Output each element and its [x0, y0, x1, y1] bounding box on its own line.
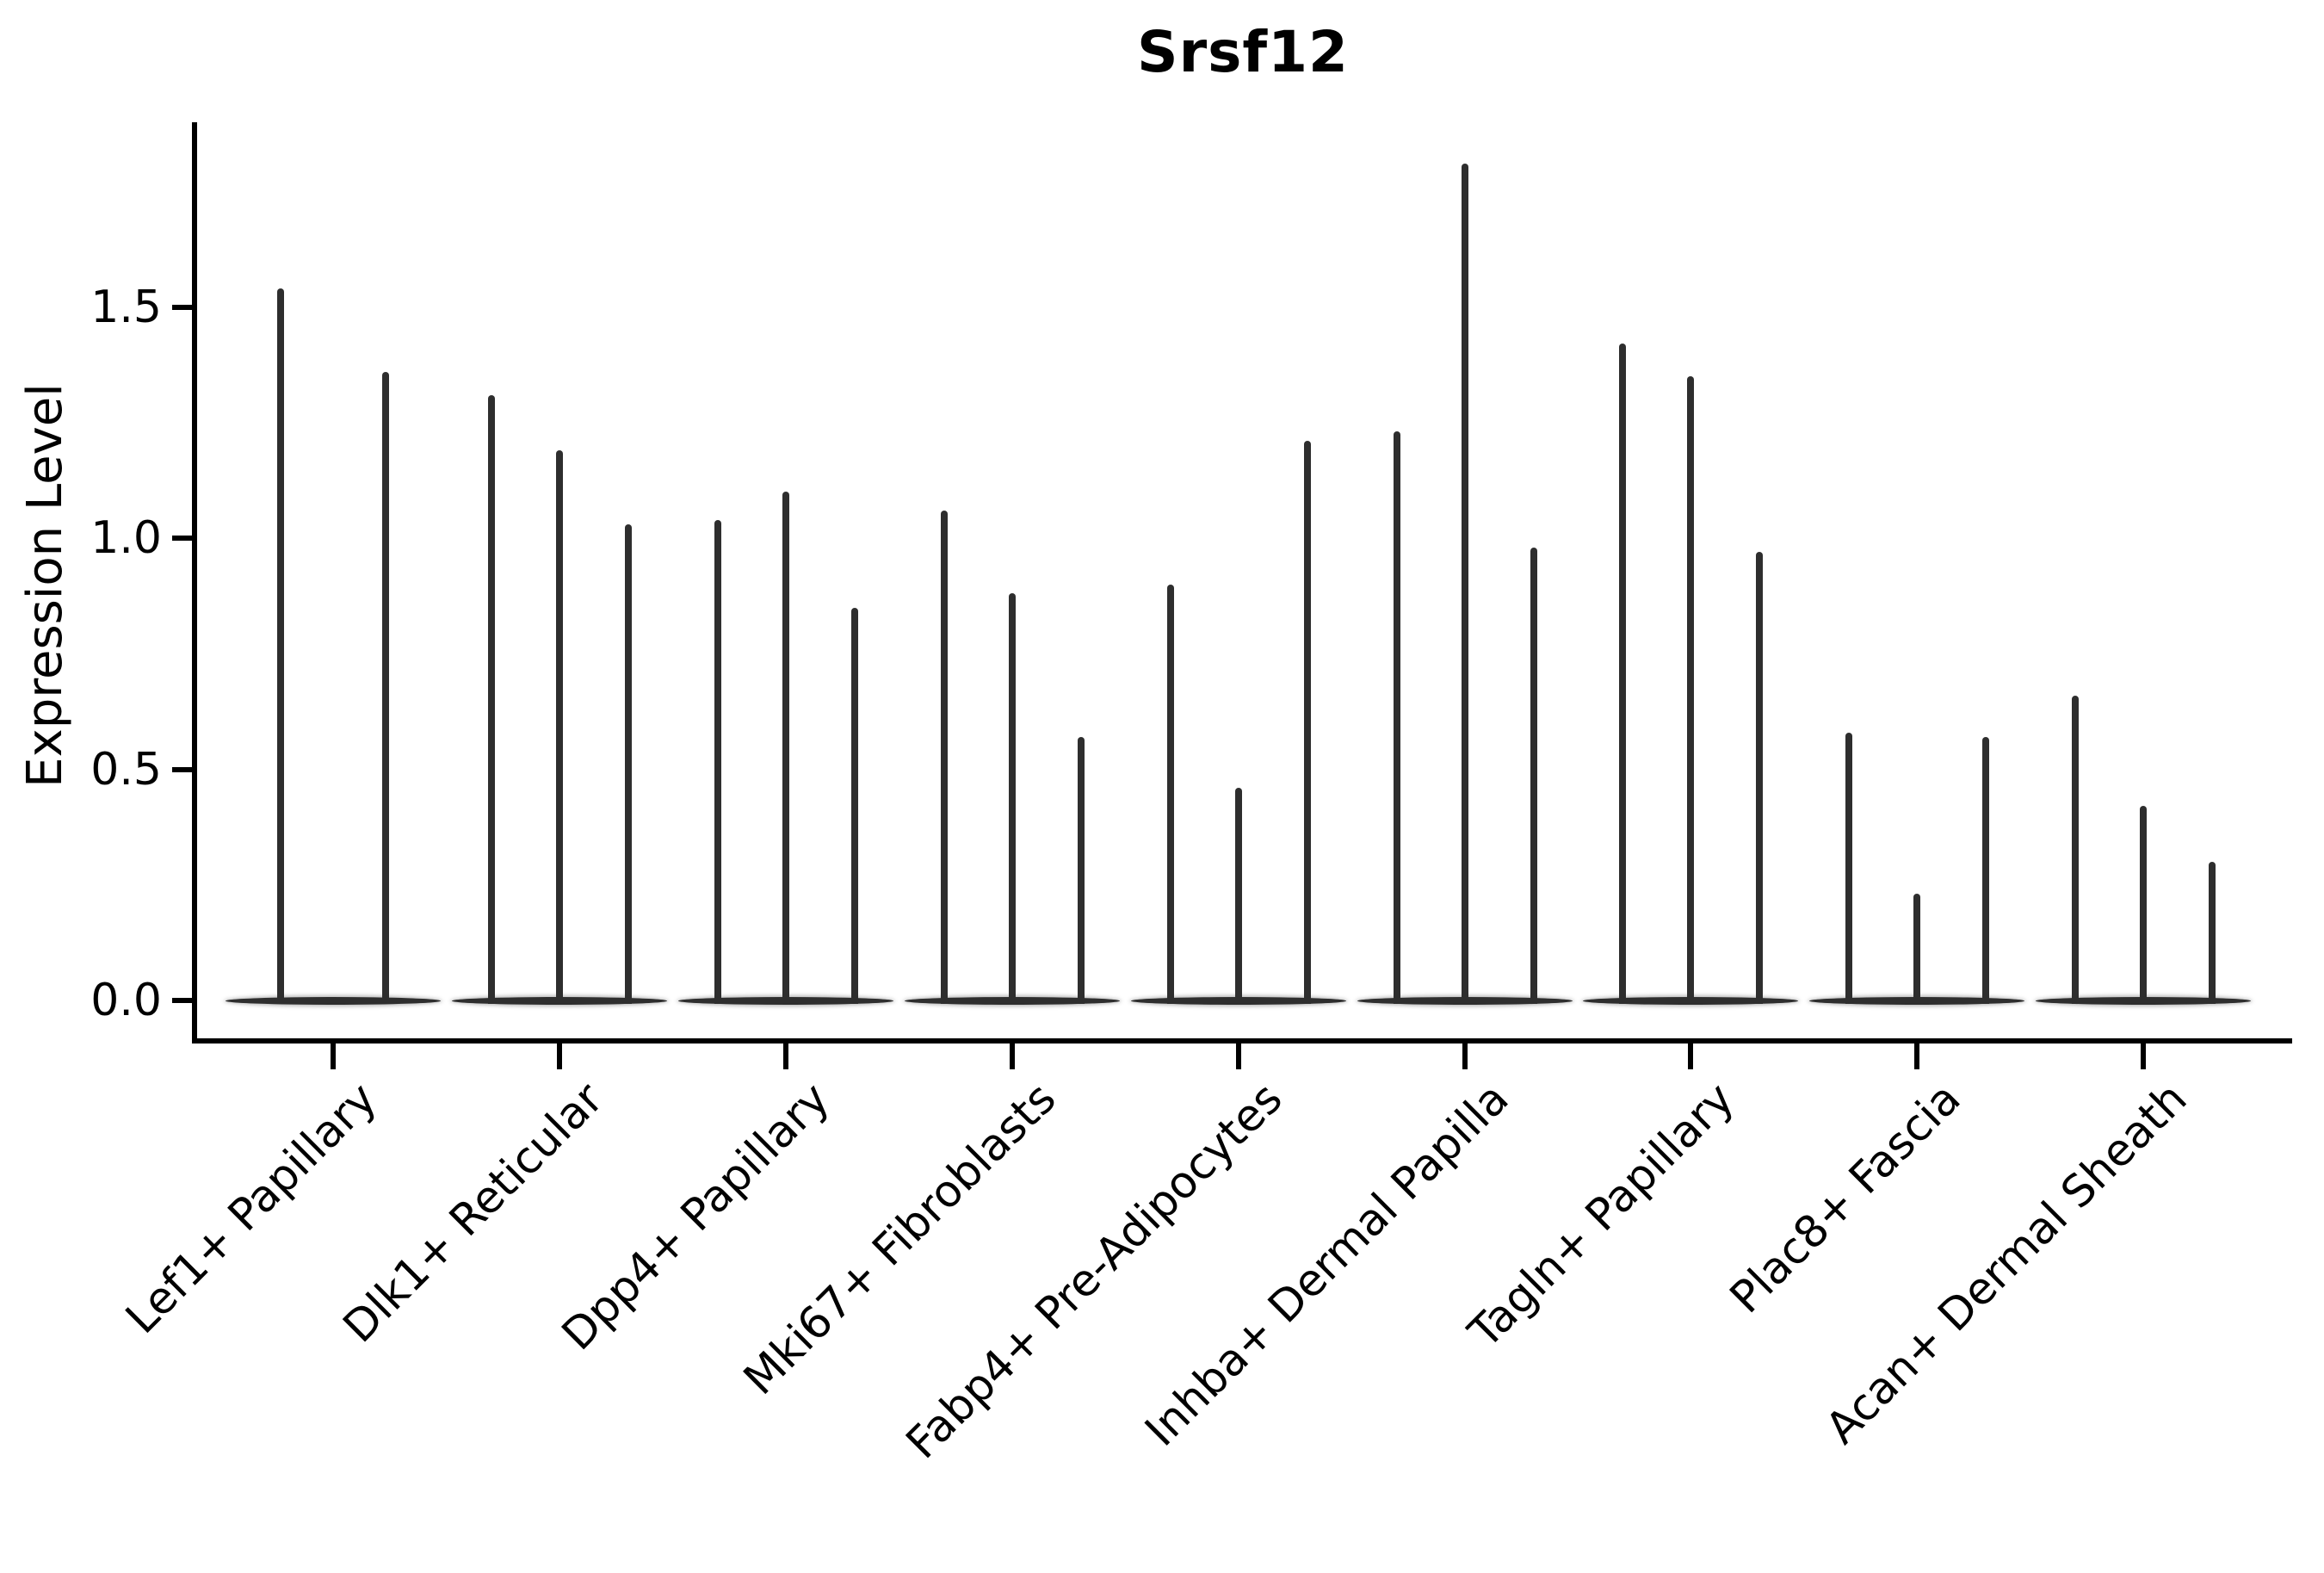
violin-spike [1687, 376, 1695, 1004]
x-tick-label: Inhba+ Dermal Papilla [1135, 1073, 1518, 1457]
violin-spike [555, 449, 563, 1004]
violin-spike [1303, 441, 1311, 1004]
violin-spike [1530, 547, 1537, 1004]
violin-spike [1234, 787, 1242, 1004]
x-tick [1688, 1044, 1694, 1069]
x-tick-label: Tagln+ Papillary [1460, 1073, 1745, 1359]
violin-spike [382, 371, 389, 1004]
y-tick-label: 1.5 [90, 281, 162, 333]
y-tick-label: 0.0 [90, 975, 162, 1026]
violin-spike [850, 607, 858, 1004]
y-tick [172, 998, 195, 1003]
violin-spike [1008, 593, 1016, 1004]
violin-spike [714, 519, 721, 1004]
x-axis-spine [192, 1038, 2292, 1044]
y-tick-label: 1.0 [90, 512, 162, 564]
x-tick-label: Dlk1+ Reticular [333, 1073, 614, 1353]
x-tick-label: Acan+ Dermal Sheath [1816, 1073, 2197, 1454]
x-tick-label: Fabp4+ Pre-Adipocytes [896, 1073, 1293, 1470]
violin-spike [940, 510, 948, 1004]
violin-spike [1077, 736, 1085, 1004]
violin-spike [1461, 164, 1468, 1004]
violin-spike [277, 288, 284, 1004]
violin-spike [624, 523, 632, 1004]
x-tick [556, 1044, 562, 1069]
x-tick-label: Plac8+ Fascia [1721, 1073, 1971, 1324]
x-tick [1235, 1044, 1241, 1069]
x-tick [782, 1044, 788, 1069]
violin-spike [1166, 584, 1174, 1004]
x-tick [331, 1044, 336, 1069]
y-tick [172, 304, 195, 310]
y-axis-label: Expression Level [17, 383, 73, 788]
violin-spike [487, 394, 495, 1004]
violin-base [226, 996, 441, 1005]
y-axis-spine [192, 122, 197, 1044]
x-tick [2141, 1044, 2147, 1069]
chart-title: Srsf12 [1137, 19, 1349, 85]
violin-spike [2072, 695, 2080, 1004]
x-tick [1914, 1044, 1920, 1069]
y-tick [172, 536, 195, 541]
x-tick [1462, 1044, 1468, 1069]
violin-spike [1393, 431, 1400, 1004]
violin-spike [1913, 894, 1921, 1004]
violin-spike [2140, 806, 2148, 1004]
violin-spike [1619, 344, 1627, 1004]
x-tick-label: Mki67+ Fibroblasts [733, 1073, 1066, 1405]
violin-spike [1756, 552, 1764, 1004]
x-tick-label: Dpp4+ Papillary [552, 1073, 840, 1361]
y-tick [172, 766, 195, 772]
violin-spike [1845, 732, 1853, 1004]
violin-spike [1982, 736, 1990, 1004]
violin-spike [2209, 861, 2216, 1004]
violin-spike [782, 492, 789, 1004]
x-tick [1009, 1044, 1015, 1069]
y-tick-label: 0.5 [90, 743, 162, 796]
